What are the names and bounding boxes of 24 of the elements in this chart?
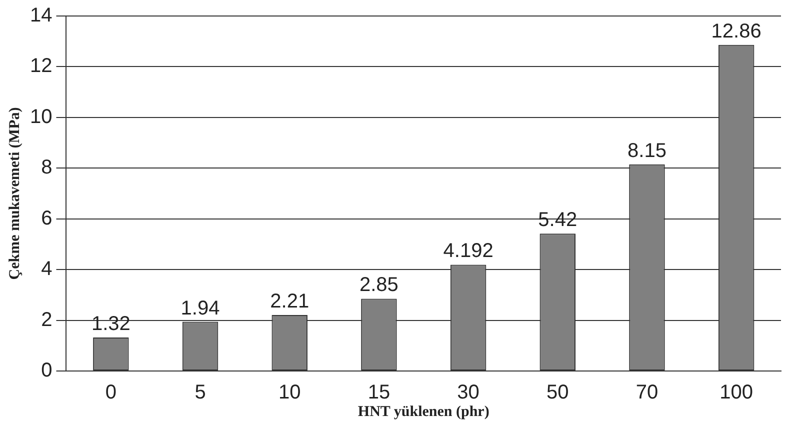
y-axis-title: Çekme mukavemeti (MPa) xyxy=(6,107,23,280)
y-tick-label: 2 xyxy=(41,308,52,331)
x-tick-label: 70 xyxy=(636,382,658,404)
data-label: 2.85 xyxy=(359,274,398,296)
y-tick-label: 8 xyxy=(41,156,52,179)
data-label: 2.21 xyxy=(270,290,310,312)
y-tick-label: 0 xyxy=(41,360,52,382)
x-tick-label: 10 xyxy=(278,382,301,404)
x-tick-label: 5 xyxy=(194,382,206,404)
data-label: 12.86 xyxy=(711,20,762,42)
y-tick-label: 4 xyxy=(41,258,52,280)
x-axis-title: HNT yüklenen (phr) xyxy=(358,404,490,420)
data-label: 4.192 xyxy=(443,240,494,262)
y-tick-label: 6 xyxy=(41,207,52,230)
x-tick-label: 30 xyxy=(457,382,480,404)
y-tick-label: 10 xyxy=(30,106,52,128)
data-label: 1.94 xyxy=(180,297,220,320)
x-tick-label: 0 xyxy=(105,382,116,404)
x-tick-label: 15 xyxy=(368,382,390,404)
data-label: 8.15 xyxy=(628,140,666,162)
y-tick-label: 12 xyxy=(30,55,52,78)
x-tick-label: 50 xyxy=(546,382,569,404)
x-tick-label: 100 xyxy=(720,382,754,404)
y-tick-label: 14 xyxy=(30,4,52,27)
